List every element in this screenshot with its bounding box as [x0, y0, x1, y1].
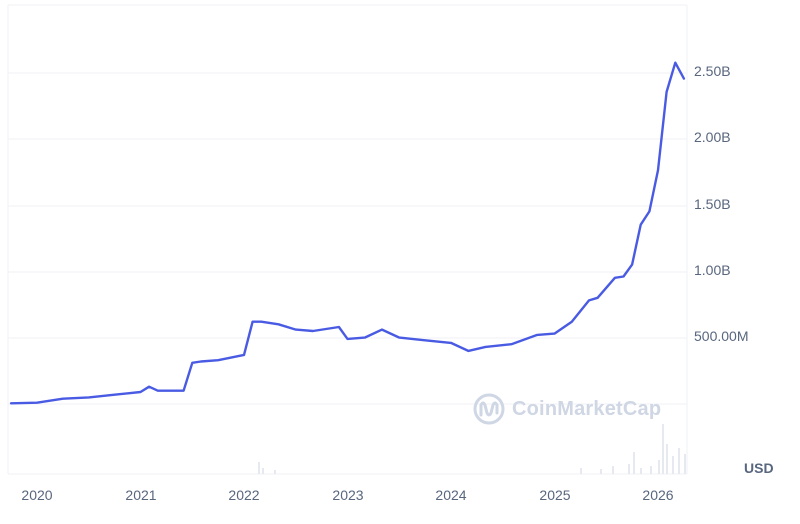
x-tick-label: 2025	[539, 487, 571, 503]
y-tick-label: 1.50B	[694, 196, 731, 212]
watermark: CoinMarketCap	[472, 392, 661, 426]
y-tick-label: 2.50B	[694, 63, 731, 79]
volume-bars	[258, 424, 686, 474]
y-tick-label: 2.00B	[694, 129, 731, 145]
coinmarketcap-logo-icon	[473, 393, 505, 425]
x-tick-label: 2020	[21, 487, 53, 503]
y-tick-label: 1.00B	[694, 262, 731, 278]
x-tick-label: 2021	[125, 487, 157, 503]
price-line[interactable]	[9, 61, 686, 405]
watermark-text: CoinMarketCap	[512, 397, 662, 420]
x-tick-label: 2022	[228, 487, 260, 503]
x-tick-label: 2023	[332, 487, 364, 503]
y-tick-label: 500.00M	[694, 328, 749, 344]
currency-unit-label: USD	[744, 460, 774, 476]
x-tick-label: 2024	[435, 487, 467, 503]
x-tick-label: 2026	[642, 487, 674, 503]
